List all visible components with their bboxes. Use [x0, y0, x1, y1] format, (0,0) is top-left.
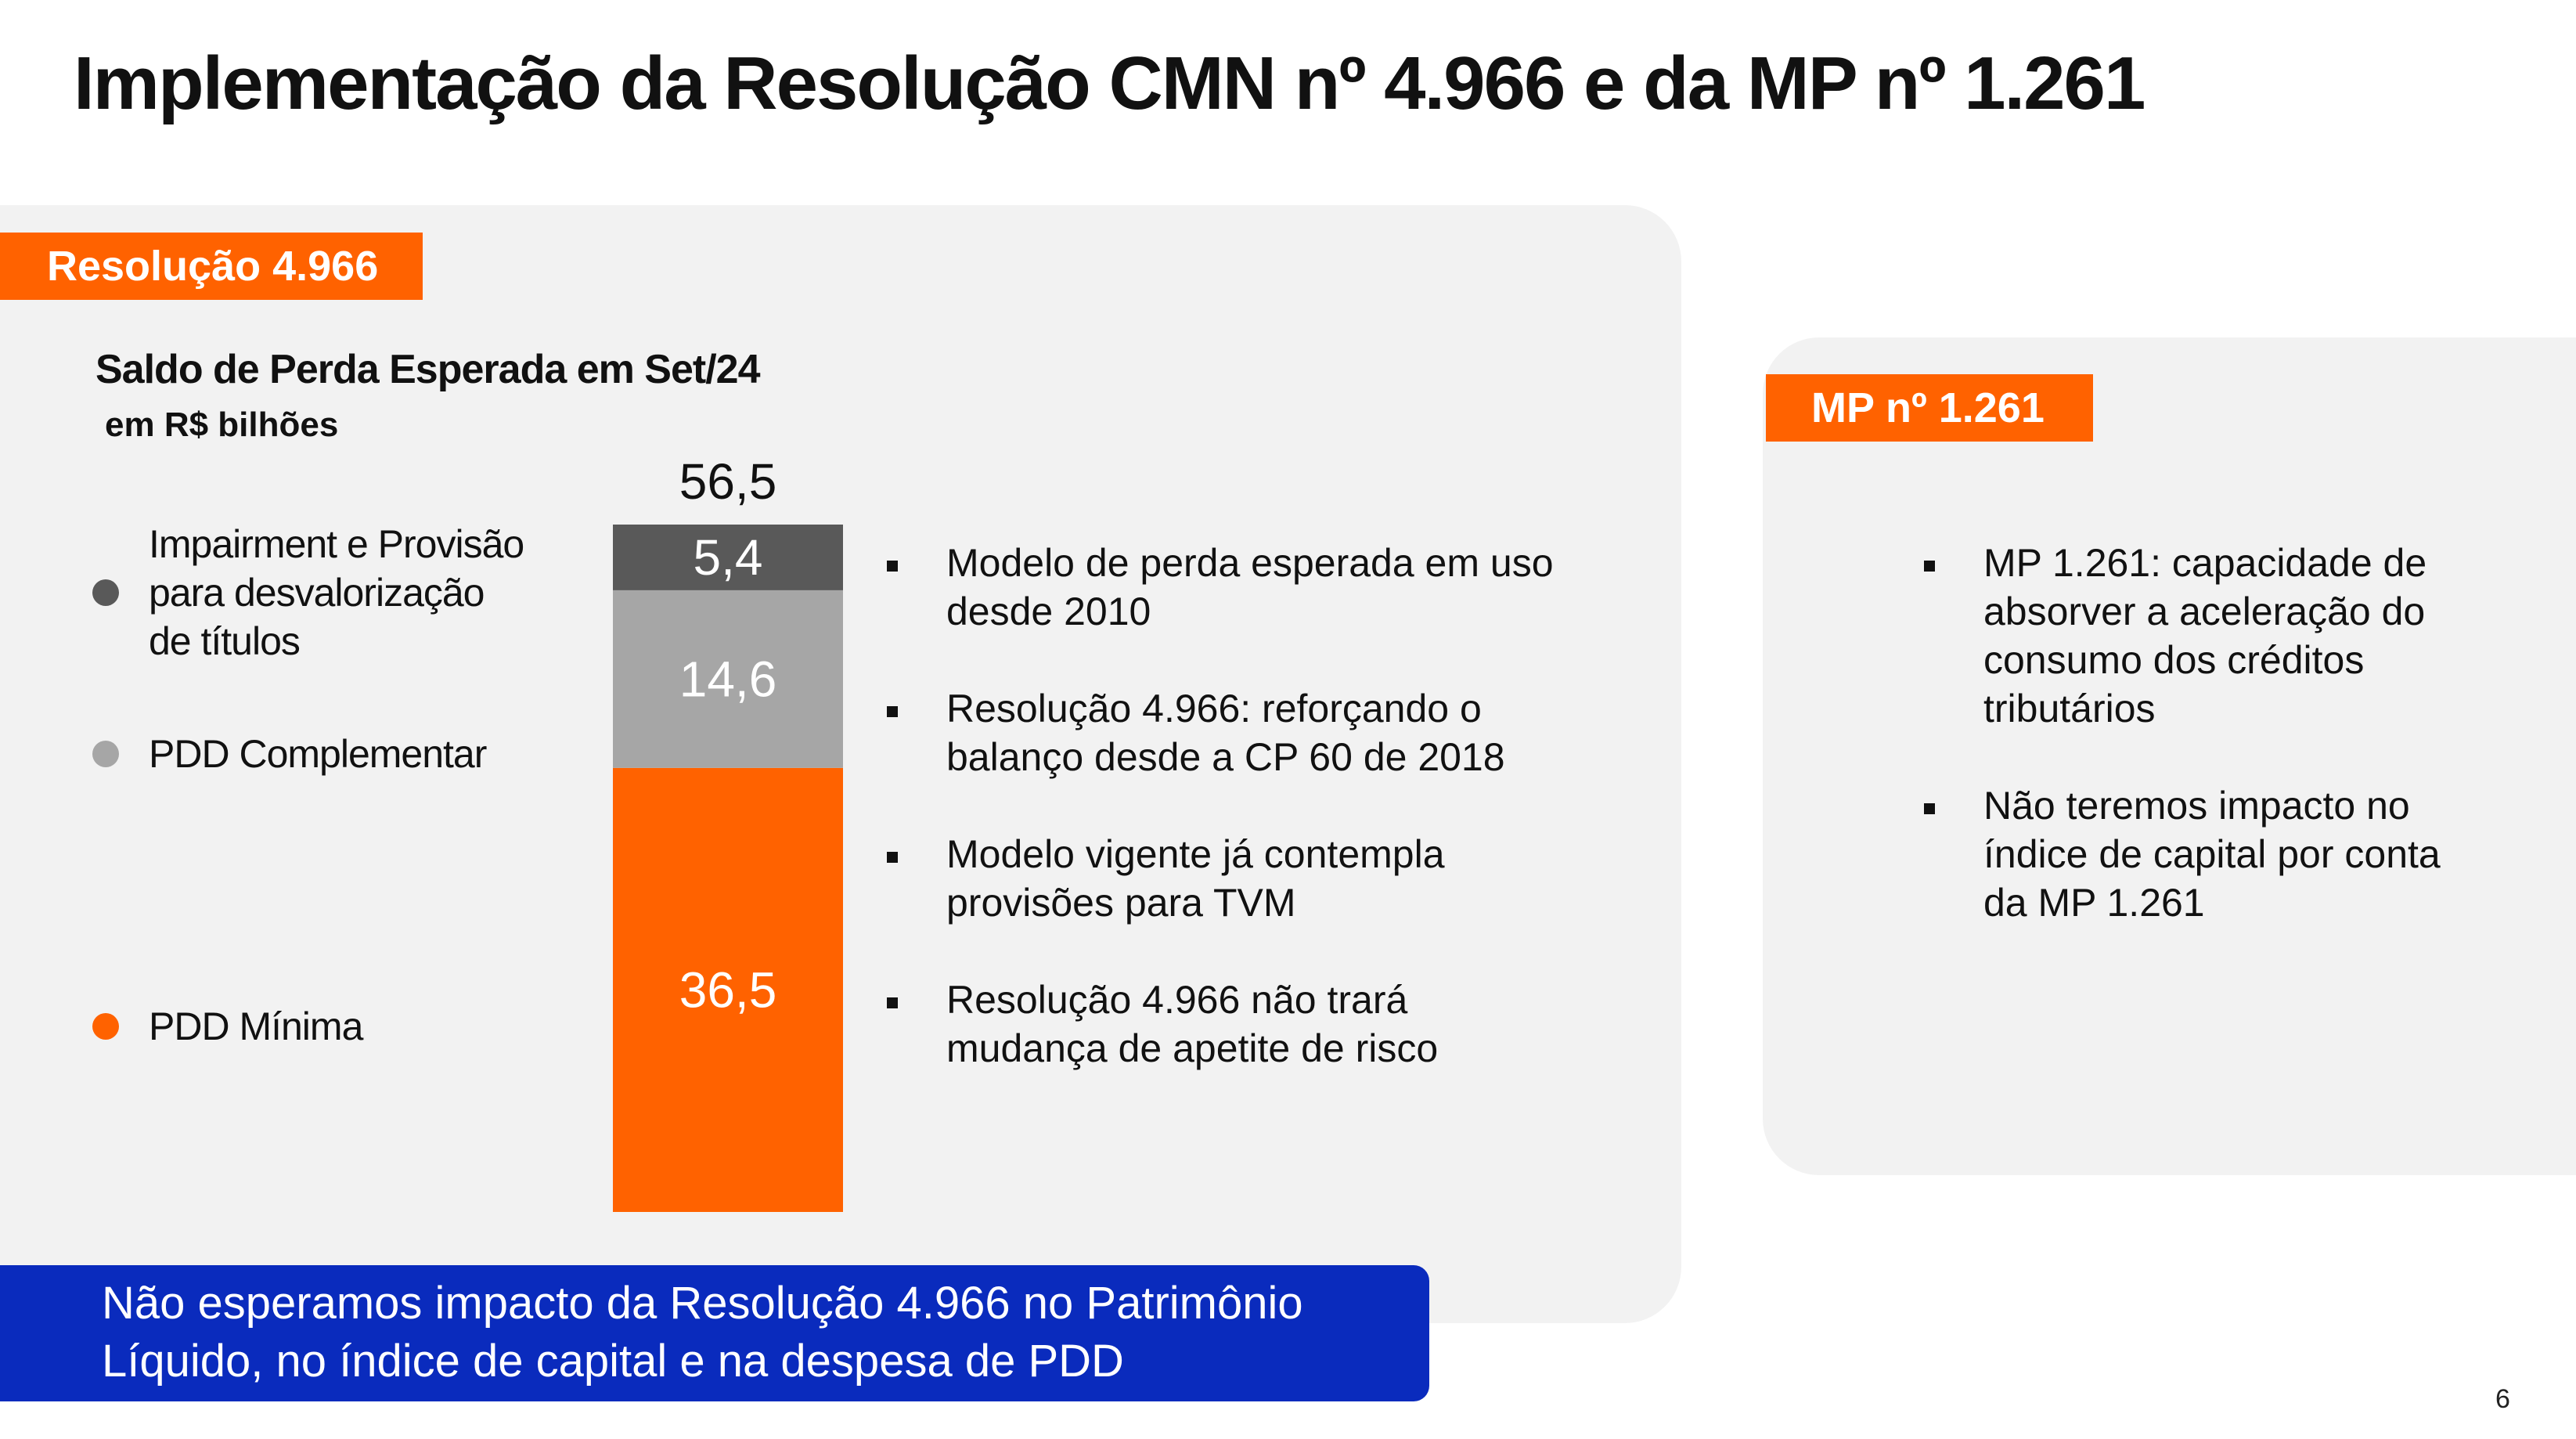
resolution-bullet: Modelo de perda esperada em uso desde 20… — [887, 539, 1576, 636]
bullet-text: Resolução 4.966: reforçando o balanço de… — [946, 687, 1505, 779]
legend-item-impairment: Impairment e Provisão para desvalorizaçã… — [92, 520, 524, 665]
legend-dot-pdd-complementar — [92, 741, 119, 767]
resolution-bullet: Resolução 4.966 não trará mudança de ape… — [887, 976, 1576, 1073]
resolution-bullet-list: Modelo de perda esperada em uso desde 20… — [887, 539, 1576, 1121]
bullet-text: Modelo de perda esperada em uso desde 20… — [946, 541, 1554, 633]
legend-label-impairment: Impairment e Provisão para desvalorizaçã… — [149, 522, 524, 663]
legend-item-pdd-complementar: PDD Complementar — [92, 730, 487, 778]
legend-label-pdd-complementar: PDD Complementar — [149, 732, 487, 776]
mp-bullet-list: MP 1.261: capacidade de absorver a acele… — [1924, 539, 2488, 976]
resolution-bullet: Resolução 4.966: reforçando o balanço de… — [887, 684, 1576, 781]
legend-label-pdd-minima: PDD Mínima — [149, 1004, 363, 1048]
legend-item-pdd-minima: PDD Mínima — [92, 1002, 363, 1051]
bullet-text: Resolução 4.966 não trará mudança de ape… — [946, 978, 1439, 1070]
bullet-square-icon — [887, 997, 898, 1008]
chart-title: Saldo de Perda Esperada em Set/24 — [95, 347, 761, 392]
conclusion-banner: Não esperamos impacto da Resolução 4.966… — [0, 1265, 1429, 1401]
bullet-square-icon — [887, 852, 898, 863]
chart-total-label: 56,5 — [679, 453, 777, 510]
mp-bullet: Não teremos impacto no índice de capital… — [1924, 781, 2488, 927]
mp-panel — [1763, 337, 2576, 1175]
bullet-square-icon — [887, 706, 898, 717]
resolution-bullet: Modelo vigente já contempla provisões pa… — [887, 830, 1576, 927]
bullet-text: Não teremos impacto no índice de capital… — [1983, 784, 2441, 925]
mp-tag: MP nº 1.261 — [1766, 374, 2093, 442]
chart-unit: em R$ bilhões — [105, 406, 339, 444]
legend-dot-impairment — [92, 579, 119, 606]
legend-dot-pdd-minima — [92, 1013, 119, 1040]
bullet-square-icon — [1924, 561, 1935, 572]
resolution-tag: Resolução 4.966 — [0, 233, 423, 300]
page-number: 6 — [2495, 1384, 2510, 1414]
bullet-text: Modelo vigente já contempla provisões pa… — [946, 832, 1445, 925]
mp-bullet: MP 1.261: capacidade de absorver a acele… — [1924, 539, 2488, 733]
bullet-square-icon — [887, 561, 898, 572]
page-title: Implementação da Resolução CMN nº 4.966 … — [74, 41, 2145, 125]
bullet-text: MP 1.261: capacidade de absorver a acele… — [1983, 541, 2427, 730]
bullet-square-icon — [1924, 803, 1935, 814]
